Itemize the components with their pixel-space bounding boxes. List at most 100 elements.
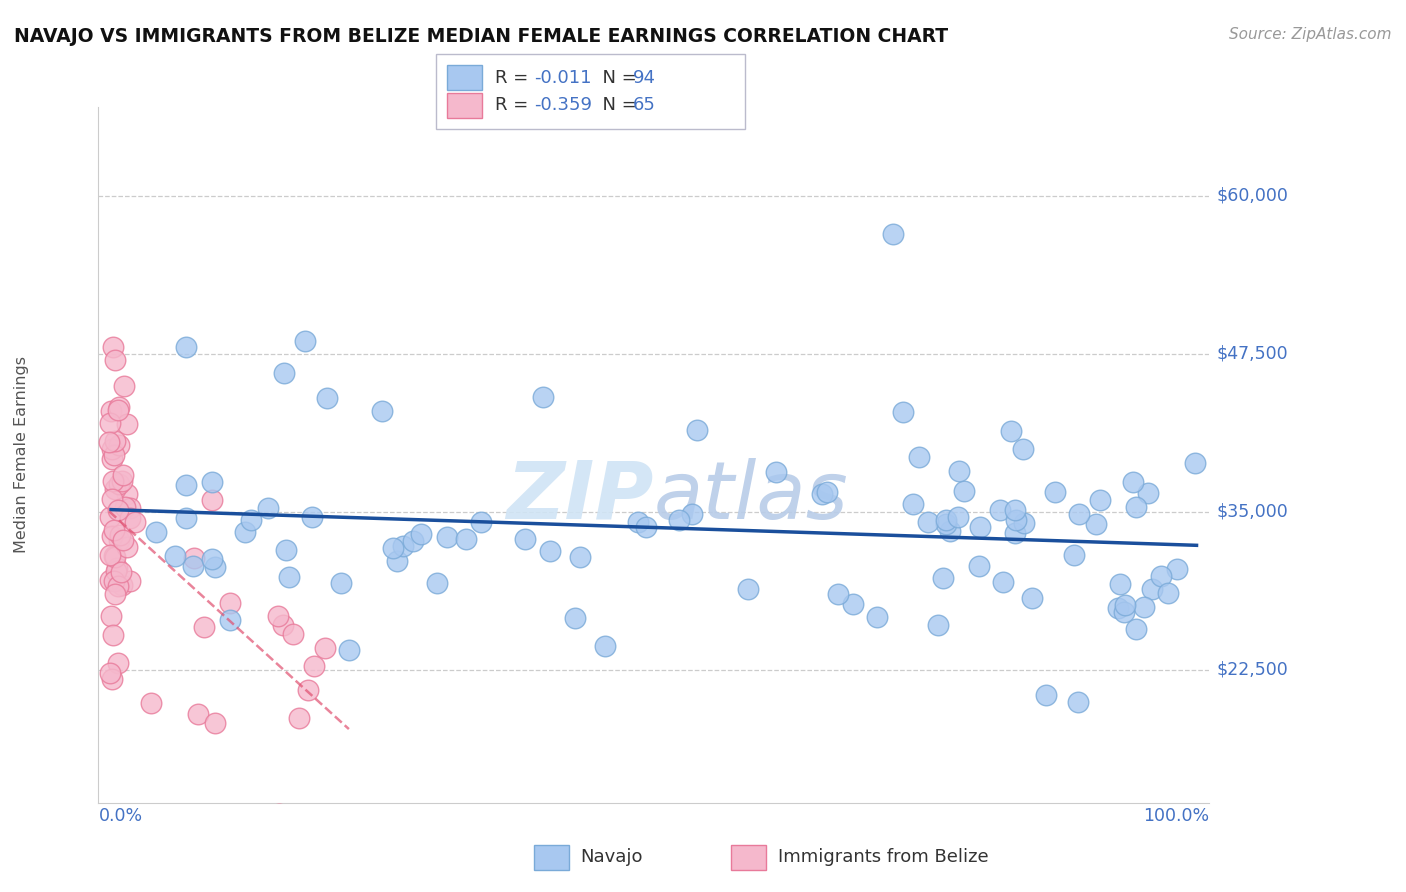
Point [991, 574, 1014, 589]
Point [946, 510, 969, 524]
Point [314, 640, 336, 655]
Text: 100.0%: 100.0% [1143, 807, 1209, 825]
Point [111, 578, 134, 592]
Point [866, 610, 889, 624]
Point [1109, 577, 1132, 591]
Point [98, 416, 121, 430]
Point [201, 492, 224, 507]
Point [174, 478, 197, 492]
Point [1000, 424, 1022, 438]
Point [1012, 442, 1035, 456]
Text: Source: ZipAtlas.com: Source: ZipAtlas.com [1229, 27, 1392, 42]
Point [810, 487, 832, 501]
Point [111, 533, 134, 547]
Point [953, 483, 976, 498]
Point [101, 491, 124, 506]
Point [939, 524, 962, 539]
Point [103, 574, 125, 589]
Text: 94: 94 [633, 69, 655, 87]
Point [969, 519, 991, 533]
Point [124, 515, 146, 529]
Point [1133, 600, 1156, 615]
Point [815, 485, 838, 500]
Point [271, 617, 294, 632]
Point [110, 475, 132, 489]
Point [1137, 485, 1160, 500]
Point [515, 532, 537, 546]
Point [370, 403, 392, 417]
Point [98, 435, 121, 450]
Point [98, 574, 121, 588]
Text: ZIP: ZIP [506, 458, 654, 536]
Point [1067, 695, 1090, 709]
Point [932, 571, 955, 585]
Point [107, 657, 129, 671]
Point [115, 541, 138, 555]
Point [402, 534, 425, 549]
Point [114, 500, 136, 514]
Point [108, 438, 131, 452]
Point [935, 517, 957, 532]
Point [765, 465, 787, 479]
Point [187, 707, 209, 722]
Point [98, 549, 121, 563]
Point [1043, 485, 1066, 500]
Point [218, 614, 240, 628]
Point [668, 513, 690, 527]
Point [927, 618, 949, 632]
Point [1088, 492, 1111, 507]
Point [917, 516, 939, 530]
Text: N =: N = [591, 96, 643, 114]
Point [1140, 582, 1163, 597]
Point [737, 582, 759, 596]
Text: atlas: atlas [654, 458, 849, 536]
Text: Navajo: Navajo [581, 848, 643, 866]
Point [531, 390, 554, 404]
Point [1084, 516, 1107, 531]
Text: -0.011: -0.011 [534, 69, 592, 87]
Point [1035, 688, 1057, 702]
Point [1166, 562, 1188, 576]
Point [104, 587, 127, 601]
Point [294, 334, 316, 348]
Point [204, 716, 226, 731]
Point [98, 665, 121, 680]
Point [948, 464, 970, 478]
Point [107, 400, 129, 414]
Point [1063, 549, 1085, 563]
Point [281, 627, 304, 641]
Point [908, 450, 931, 465]
Point [569, 549, 592, 564]
Point [316, 391, 339, 405]
Point [381, 541, 404, 555]
Text: $35,000: $35,000 [1216, 503, 1288, 521]
Point [101, 672, 124, 686]
Point [105, 564, 128, 578]
Point [1004, 526, 1026, 541]
Point [98, 509, 121, 524]
Point [1114, 598, 1136, 612]
Text: Immigrants from Belize: Immigrants from Belize [778, 848, 988, 866]
Point [115, 417, 138, 431]
Point [456, 532, 478, 546]
Point [204, 560, 226, 574]
Point [988, 503, 1011, 517]
Point [841, 597, 863, 611]
Point [1012, 516, 1035, 530]
Point [118, 574, 141, 588]
Point [891, 405, 914, 419]
Point [827, 586, 849, 600]
Point [1114, 605, 1136, 619]
Point [104, 353, 127, 368]
Text: NAVAJO VS IMMIGRANTS FROM BELIZE MEDIAN FEMALE EARNINGS CORRELATION CHART: NAVAJO VS IMMIGRANTS FROM BELIZE MEDIAN … [14, 27, 948, 45]
Point [1122, 475, 1144, 490]
Point [1005, 513, 1028, 527]
Point [141, 696, 163, 710]
Point [174, 511, 197, 525]
Point [100, 442, 122, 456]
Point [267, 609, 290, 624]
Point [882, 227, 904, 241]
Point [101, 340, 124, 354]
Point [193, 619, 215, 633]
Point [201, 475, 224, 489]
